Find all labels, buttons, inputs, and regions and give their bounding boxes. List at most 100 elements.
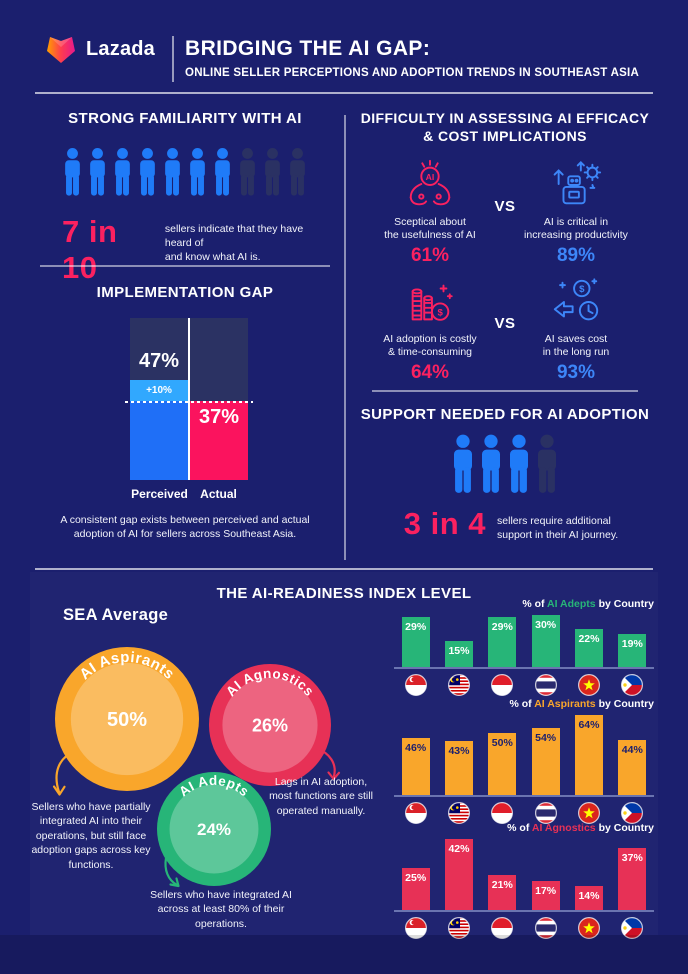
divider bbox=[40, 265, 330, 267]
claim-label: AI is critical in increasing productivity bbox=[524, 216, 628, 242]
flags-row bbox=[394, 674, 654, 696]
implementation-axis-labels: Perceived Actual bbox=[130, 487, 248, 501]
flag-malaysia-icon bbox=[447, 917, 470, 939]
claim-label: Sceptical about the usefulness of AI bbox=[384, 216, 476, 242]
adepts-note: Sellers who have integrated AI across at… bbox=[150, 889, 292, 930]
claim-value: 64% bbox=[410, 361, 450, 383]
bubble-ai-agnostics: AI Agnostics 26% bbox=[209, 664, 331, 786]
bar-malaysia: 15% bbox=[444, 641, 473, 667]
ai-hands-icon: AI bbox=[409, 159, 451, 206]
svg-text:50%: 50% bbox=[107, 709, 147, 731]
person-icon bbox=[190, 148, 205, 196]
aspirants_by_country-chart: % of AI Aspirants by Country 46% 43% 50%… bbox=[394, 698, 654, 824]
adepts-arrow-icon bbox=[164, 856, 180, 888]
footer-strip bbox=[0, 935, 688, 974]
flag-thailand-icon bbox=[534, 917, 557, 939]
flags-row bbox=[394, 917, 654, 939]
bar-malaysia: 43% bbox=[444, 741, 473, 795]
bar-philippines: 19% bbox=[618, 634, 647, 667]
claim-label: AI saves cost in the long run bbox=[542, 333, 610, 359]
perceived-segment bbox=[130, 401, 188, 480]
agnostics_by_country-chart: % of AI Agnostics by Country 25% 42% 21%… bbox=[394, 822, 654, 939]
familiarity-desc: sellers indicate that they have heard of… bbox=[164, 223, 304, 263]
flag-singapore-icon bbox=[404, 802, 427, 824]
bar-indonesia: 29% bbox=[488, 616, 517, 667]
support-people-pictogram bbox=[360, 434, 650, 494]
bar-vietnam: 22% bbox=[574, 628, 603, 667]
person-icon bbox=[65, 148, 80, 196]
bar-indonesia: 50% bbox=[488, 732, 517, 795]
actual-bar: 37% bbox=[190, 318, 248, 480]
divider bbox=[372, 390, 638, 392]
familiarity-people-pictogram bbox=[40, 146, 330, 198]
flag-philippines-icon bbox=[621, 917, 644, 939]
bubble-ai-adepts: AI Adepts 24% bbox=[157, 772, 271, 886]
person-icon bbox=[90, 148, 105, 196]
bar-philippines: 44% bbox=[618, 740, 647, 795]
header-brand: Lazada bbox=[44, 34, 155, 64]
axis-line bbox=[394, 910, 654, 912]
divider bbox=[35, 568, 653, 570]
chart-title: % of AI Aspirants by Country bbox=[509, 698, 654, 710]
agnostics-arrow-icon bbox=[314, 746, 341, 781]
agnostics-note: Lags in AI adoption, most functions are … bbox=[269, 776, 373, 817]
person-icon bbox=[538, 434, 556, 493]
familiarity-ratio: 7 in 10 bbox=[62, 214, 118, 285]
lazada-logo-icon bbox=[47, 37, 75, 63]
cost-savings-icon: $ bbox=[553, 278, 599, 321]
person-icon bbox=[240, 148, 255, 196]
adepts_by_country-chart: % of AI Adepts by Country 29% 15% 29% 30… bbox=[394, 598, 654, 696]
implementation-gap-chart: 47% +10% 37% bbox=[125, 318, 253, 480]
flag-singapore-icon bbox=[404, 917, 427, 939]
claim-value: 93% bbox=[556, 361, 596, 383]
support-title: SUPPORT NEEDED FOR AI ADOPTION bbox=[360, 406, 650, 423]
svg-text:26%: 26% bbox=[252, 715, 288, 735]
person-icon bbox=[115, 148, 130, 196]
flag-indonesia-icon bbox=[491, 917, 514, 939]
gap-segment: +10% bbox=[130, 380, 188, 401]
flag-malaysia-icon bbox=[447, 674, 470, 696]
svg-text:AI: AI bbox=[426, 172, 435, 182]
bar-malaysia: 42% bbox=[444, 839, 473, 910]
claim-value: 61% bbox=[410, 244, 450, 266]
perceived-value: 47% bbox=[138, 350, 180, 372]
bar-thailand: 54% bbox=[531, 727, 560, 795]
person-icon bbox=[140, 148, 155, 196]
bar-singapore: 29% bbox=[401, 616, 430, 667]
svg-text:$: $ bbox=[579, 284, 585, 295]
implementation-caption: A consistent gap exists between perceive… bbox=[60, 514, 310, 541]
flag-indonesia-icon bbox=[491, 674, 514, 696]
vs-label: VS bbox=[494, 198, 516, 215]
perceived-bar: 47% +10% bbox=[130, 318, 188, 480]
person-icon bbox=[265, 148, 280, 196]
header-divider bbox=[172, 36, 174, 82]
page-title: BRIDGING THE AI GAP: bbox=[185, 37, 431, 60]
divider bbox=[35, 92, 653, 94]
claim-value: 89% bbox=[556, 244, 596, 266]
aspirants-arrow-icon bbox=[52, 750, 76, 796]
flag-malaysia-icon bbox=[447, 802, 470, 824]
implementation-title: IMPLEMENTATION GAP bbox=[96, 284, 274, 301]
page-subtitle: ONLINE SELLER PERCEPTIONS AND ADOPTION T… bbox=[185, 67, 640, 79]
flag-vietnam-icon bbox=[577, 674, 600, 696]
flag-thailand-icon bbox=[534, 674, 557, 696]
bar-vietnam: 14% bbox=[574, 886, 603, 910]
flag-singapore-icon bbox=[404, 674, 427, 696]
perceived-label: Perceived bbox=[131, 487, 188, 501]
flag-indonesia-icon bbox=[491, 802, 514, 824]
chart-title: % of AI Agnostics by Country bbox=[507, 822, 654, 834]
person-icon bbox=[510, 434, 528, 493]
support-stat: 3 in 4 sellers require additional support… bbox=[372, 506, 650, 543]
svg-text:$: $ bbox=[437, 307, 443, 318]
sceptic-claim-2: $ AI adoption is costly & time-consuming … bbox=[366, 275, 494, 384]
aspirants-note: Sellers who have partially integrated AI… bbox=[31, 801, 151, 871]
axis-line bbox=[394, 667, 654, 669]
column-divider bbox=[344, 115, 346, 560]
actual-segment: 37% bbox=[190, 401, 248, 480]
vs-label: VS bbox=[494, 315, 516, 332]
person-icon bbox=[482, 434, 500, 493]
bar-thailand: 17% bbox=[531, 881, 560, 910]
believer-claim-2: $ AI saves cost in the long run 93% bbox=[512, 275, 640, 384]
bar-indonesia: 21% bbox=[488, 874, 517, 910]
sceptic-claim-1: AI Sceptical about the usefulness of AI 6… bbox=[366, 158, 494, 267]
